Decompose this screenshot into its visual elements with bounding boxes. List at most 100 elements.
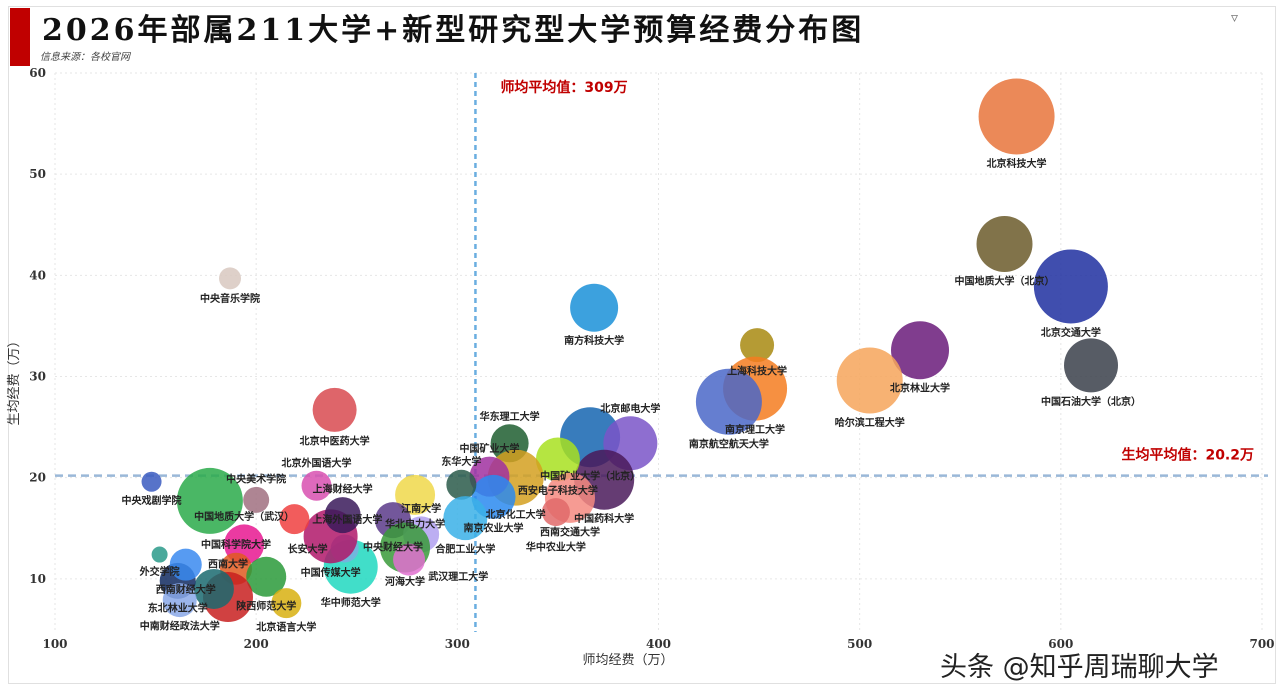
chart-frame: [8, 6, 1276, 684]
y-tick-label: 30: [29, 370, 46, 384]
bubble: [243, 486, 270, 513]
bubble-label: 北京交通大学: [1041, 326, 1101, 339]
bubble-label: 中央戏剧学院: [122, 494, 182, 507]
bubble-label: 中国药科大学: [574, 512, 634, 525]
y-tick-label: 10: [29, 572, 46, 586]
x-tick-label: 300: [445, 637, 470, 651]
bubble: [151, 546, 168, 563]
bubble-label: 华中师范大学: [321, 596, 381, 609]
bubble-label: 中央财经大学: [363, 541, 423, 554]
watermark: 头条 @知乎周瑞聊大学: [940, 652, 1219, 683]
bubble-label: 中南财经政法大学: [140, 620, 220, 633]
bubble-label: 陕西师范大学: [236, 599, 296, 612]
bubble-label: 上海科技大学: [727, 365, 787, 378]
bubble: [219, 267, 242, 290]
bubble-label: 中国科学院大学: [201, 538, 271, 551]
x-tick-label: 600: [1048, 637, 1073, 651]
bubble-label: 外交学院: [139, 565, 180, 578]
bubble-label: 上海外国语大学: [312, 513, 382, 526]
grid-layer: [54, 72, 1268, 632]
bubble-label: 南京理工大学: [725, 423, 785, 436]
bubble-label: 北京外国语大学: [282, 456, 352, 469]
bubble-label: 西安电子科技大学: [518, 484, 598, 497]
bubble: [393, 543, 426, 576]
bubble: [279, 504, 310, 535]
y-average-label: 生均平均值：20.2万: [1121, 447, 1254, 464]
chart-title: 2026年部属211大学+新型研究型大学预算经费分布图: [42, 13, 865, 48]
x-average-label: 师均平均值：309万: [500, 79, 627, 96]
bubble-label: 中国石油大学（北京）: [1041, 395, 1141, 408]
bubble-label: 河海大学: [385, 575, 425, 588]
bubble: [443, 496, 488, 541]
bubble: [162, 583, 197, 618]
bubble-label: 北京林业大学: [890, 382, 950, 395]
bubble: [535, 437, 580, 482]
bubble-label: 南京农业大学: [464, 521, 524, 534]
bubble-label: 华北电力大学: [385, 517, 445, 530]
bubble: [570, 283, 619, 332]
bubble-label: 中国矿业大学: [460, 442, 520, 455]
bubble: [395, 474, 436, 515]
bubble-label: 西南财经大学: [156, 583, 216, 596]
x-tick-label: 100: [42, 637, 67, 651]
bubble-label: 北京语言大学: [256, 621, 316, 634]
bubble-label: 北京科技大学: [987, 157, 1047, 170]
bubble: [141, 471, 162, 492]
source-note: 信息来源：各校官网: [40, 52, 130, 63]
bubble-label: 北京化工大学: [486, 508, 546, 521]
y-tick-label: 50: [29, 167, 46, 181]
bubble: [541, 498, 570, 527]
x-tick-label: 500: [847, 637, 872, 651]
bubble-label: 西南交通大学: [540, 525, 600, 538]
filter-icon[interactable]: ▿: [1231, 10, 1239, 26]
y-axis-title: 生均经费（万）: [7, 334, 22, 425]
text-layer: 100 200 300 400 500 600 700 10 20 30 40 50 60 师均经费（万）…: [7, 66, 1275, 668]
bubble: [836, 347, 903, 414]
bubble-label: 中国传媒大学: [301, 566, 361, 579]
y-tick-label: 20: [29, 471, 46, 485]
y-tick-label: 40: [29, 268, 46, 282]
bubble-label: 西南大学: [208, 558, 248, 571]
bubble: [978, 78, 1055, 155]
bubble-label: 东华大学: [441, 455, 481, 468]
bubble: [312, 387, 357, 432]
bubble-label: 中国矿业大学（北京）: [540, 470, 640, 483]
bubble-label: 北京邮电大学: [600, 402, 660, 415]
x-tick-label: 200: [244, 637, 269, 651]
y-tick-label: 60: [29, 66, 46, 80]
bubble-label: 合肥工业大学: [434, 543, 495, 556]
bubble-label: 中央音乐学院: [200, 292, 260, 305]
bubble-label: 南京航空航天大学: [689, 437, 769, 450]
bubble: [193, 568, 234, 609]
bubble-label: 武汉理工大学: [428, 570, 488, 583]
bubble-label: 江南大学: [401, 502, 441, 515]
x-tick-label: 400: [646, 637, 671, 651]
bubble-label: 华东理工大学: [480, 410, 540, 423]
bubble-label: 中国地质大学（北京）: [955, 274, 1055, 287]
bubble: [1064, 338, 1119, 393]
bubble: [695, 368, 762, 435]
bubble-layer: [141, 78, 1119, 623]
x-tick-label: 700: [1249, 637, 1274, 651]
bubble-label: 长安大学: [288, 542, 328, 555]
bubble: [1033, 249, 1108, 324]
bubble: [446, 469, 477, 500]
bubble-label: 哈尔滨工程大学: [835, 416, 905, 429]
bubble-label: 南方科技大学: [564, 334, 624, 347]
x-axis-title: 师均经费（万）: [582, 653, 673, 668]
bubble-label: 中国地质大学（武汉）: [194, 510, 294, 523]
bubble-label: 华中农业大学: [526, 541, 586, 554]
bubble-label: 中央美术学院: [226, 472, 286, 485]
bubble-label: 北京中医药大学: [300, 434, 370, 447]
bubble: [891, 321, 950, 380]
bubble-label: 上海财经大学: [313, 483, 373, 496]
bubble: [324, 497, 361, 534]
bubble: [271, 588, 302, 619]
bubble: [169, 548, 202, 581]
bubble-label: 东北林业大学: [148, 601, 208, 614]
title-accent-bar: [10, 8, 30, 66]
bubble: [176, 467, 243, 534]
bubble: [976, 215, 1033, 272]
bubble: [301, 470, 332, 501]
